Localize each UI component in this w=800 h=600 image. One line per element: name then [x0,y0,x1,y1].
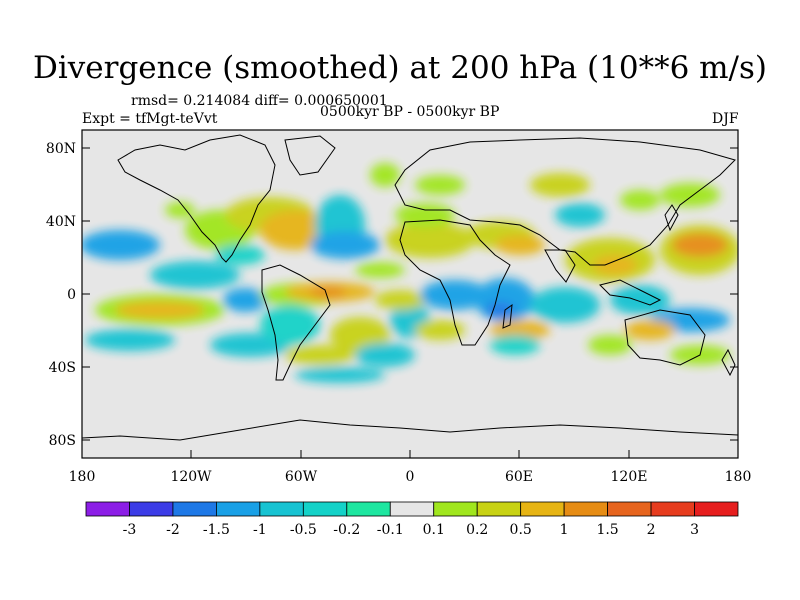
colorbar-swatch [476,501,522,517]
colorbar-label: -1.5 [203,522,230,538]
colorbar-label: -0.1 [377,522,404,538]
colorbar-swatch [259,501,304,517]
colorbar-swatch [129,501,174,517]
lon-label-120e: 120E [611,469,648,485]
colorbar-swatch [85,501,130,517]
lat-label-0: 0 [67,287,76,303]
lon-label-180e: 180 [725,469,752,485]
colorbar-label: -0.2 [333,522,360,538]
latitude-labels: 80N 40N 0 40S 80S [46,141,76,449]
experiment-label: Expt = tfMgt-teVvt [82,111,218,127]
colorbar-label: -2 [166,522,180,538]
colorbar [85,501,739,517]
colorbar-labels: -3 -2 -1.5 -1 -0.5 -0.2 -0.1 0.1 0.2 0.5 1 1.5 2 3 [123,522,699,538]
colorbar-label: 1.5 [596,522,618,538]
season-label: DJF [712,111,739,127]
longitude-ticks [81,450,739,458]
colorbar-swatch [389,501,435,517]
colorbar-label: 0.1 [423,522,445,538]
rmsd-diff-stats: rmsd= 0.214084 diff= 0.000650001 [131,93,388,109]
longitude-labels: 180 120W 60W 0 60E 120E 180 [69,469,752,485]
latitude-ticks [82,147,738,441]
lon-label-60w: 60W [285,469,318,485]
lat-label-80n: 80N [46,141,76,157]
colorbar-swatch [433,501,478,517]
colorbar-swatch [694,501,739,517]
colorbar-label: 1 [560,522,569,538]
coastlines [82,134,738,441]
colorbar-label: 0.5 [510,522,532,538]
lon-label-60e: 60E [505,469,533,485]
lat-label-40s: 40S [49,360,76,376]
colorbar-label: 3 [690,522,699,538]
period-label: 0500kyr BP - 0500kyr BP [320,104,500,120]
colorbar-swatch [172,501,217,517]
colorbar-swatch [650,501,695,517]
colorbar-swatch [563,501,609,517]
colorbar-swatch [346,501,391,517]
lon-label-0: 0 [406,469,415,485]
colorbar-swatch [607,501,652,517]
colorbar-swatch [215,501,261,517]
plot-title: Divergence (smoothed) at 200 hPa (10**6 … [33,50,767,86]
colorbar-label: 2 [647,522,656,538]
lat-label-80s: 80S [49,433,76,449]
lon-label-180w: 180 [69,469,96,485]
colorbar-label: -1 [253,522,267,538]
colorbar-label: 0.2 [466,522,488,538]
colorbar-label: -0.5 [290,522,317,538]
colorbar-label: -3 [123,522,137,538]
lat-label-40n: 40N [46,214,76,230]
lon-label-120w: 120W [170,469,212,485]
colorbar-swatch [302,501,348,517]
colorbar-swatch [520,501,565,517]
